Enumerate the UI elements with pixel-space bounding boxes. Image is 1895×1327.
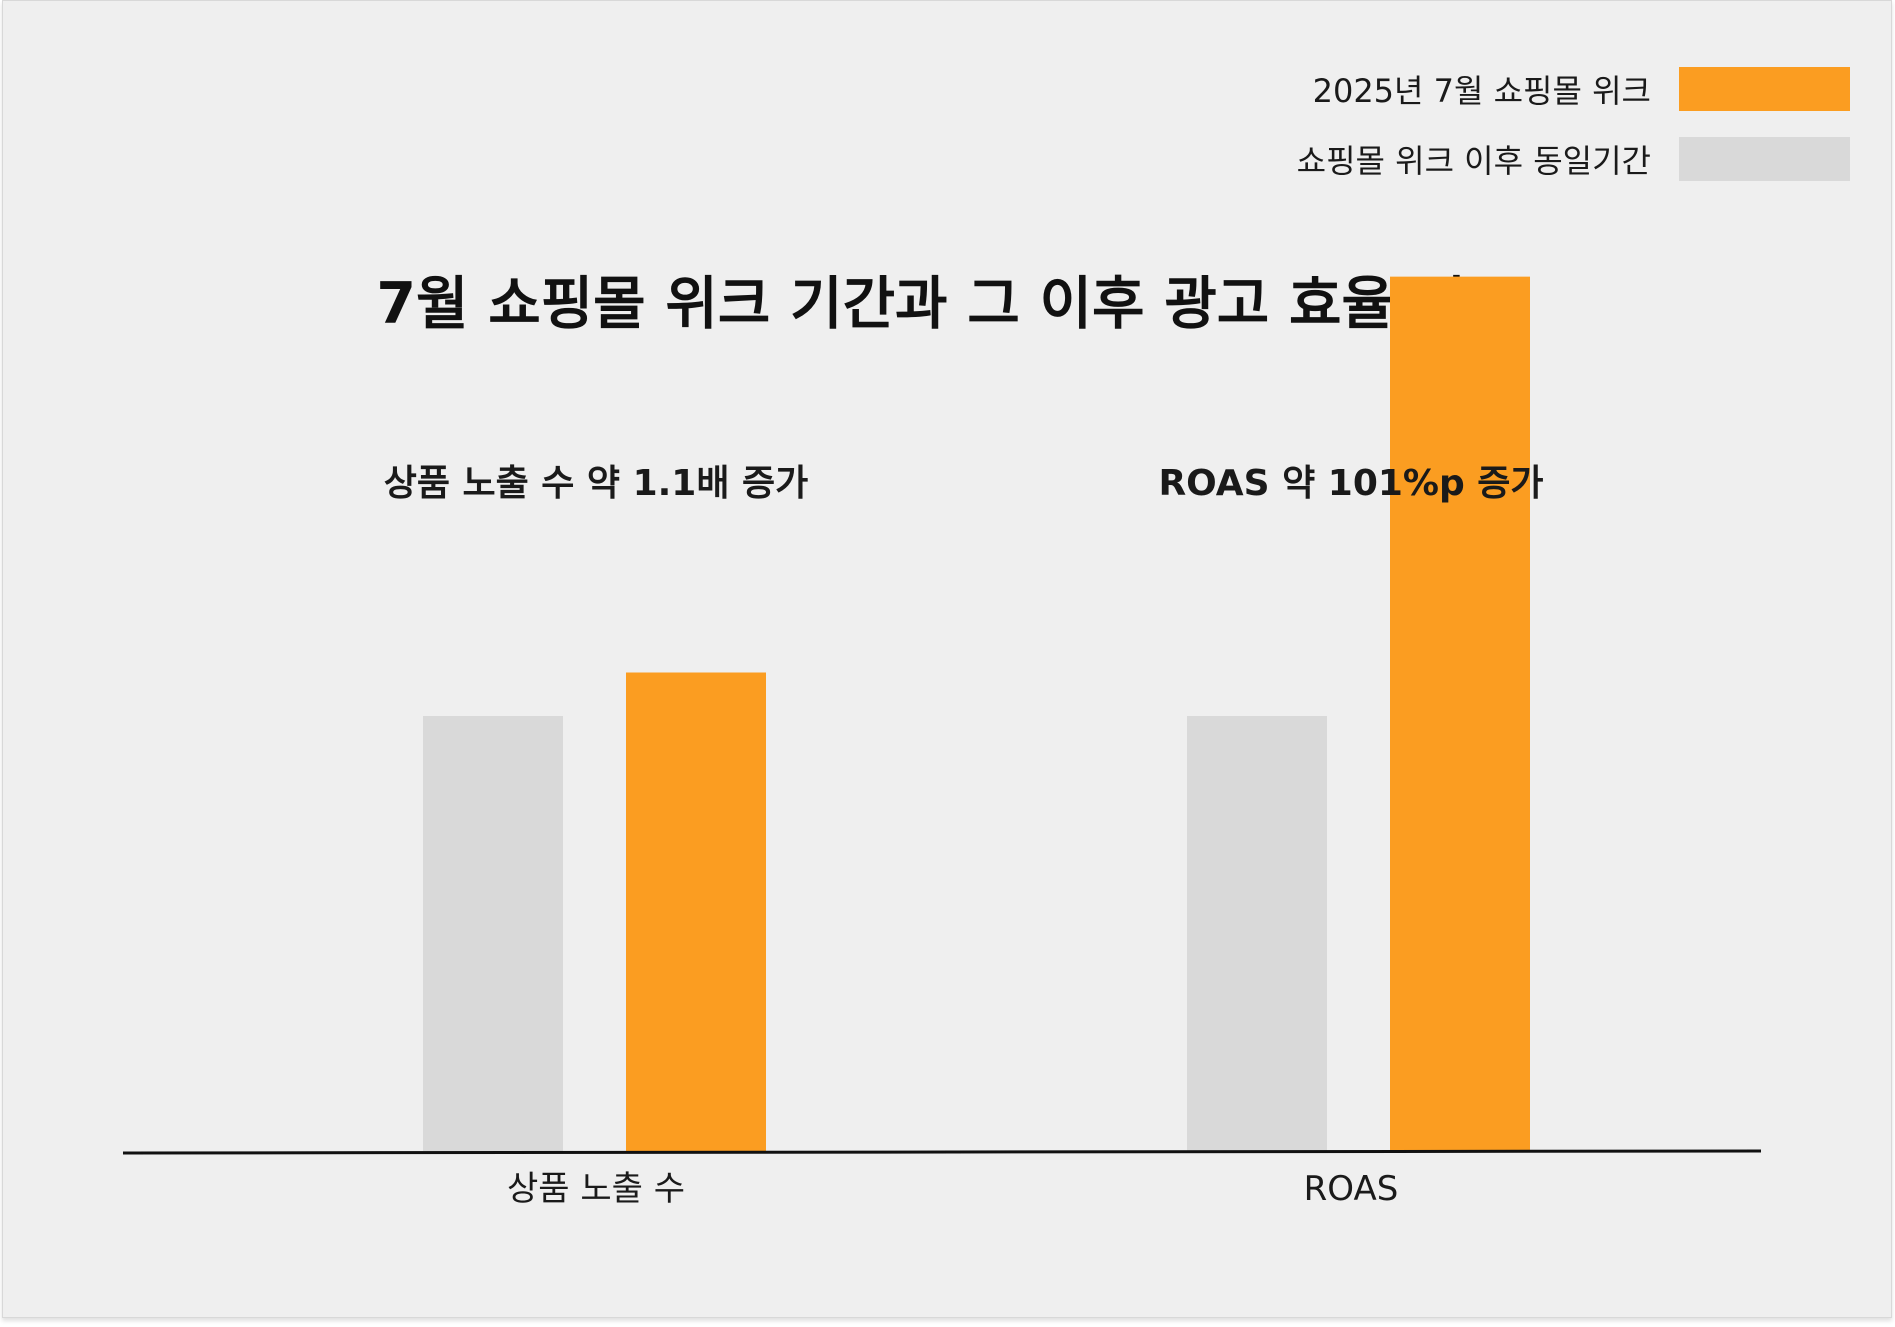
bar-impressions-series-0 — [423, 716, 563, 1151]
bar-roas-series-1 — [1390, 276, 1530, 1151]
chart-title: 7월 쇼핑몰 위크 기간과 그 이후 광고 효율 비교 — [376, 271, 1519, 337]
x-tick-label-1: ROAS — [1304, 1169, 1399, 1209]
legend-label-after-period: 쇼핑몰 위크 이후 동일기간 — [1296, 142, 1651, 180]
chart-legend: 2025년 7월 쇼핑몰 위크 쇼핑몰 위크 이후 동일기간 — [1297, 66, 1850, 206]
legend-item-shopping-week: 2025년 7월 쇼핑몰 위크 — [1297, 66, 1850, 112]
legend-swatch-shopping-week — [1679, 67, 1850, 111]
group-annotation-1: ROAS 약 101%p 증가 — [1158, 463, 1543, 504]
x-axis-line — [122, 1149, 1762, 1155]
legend-label-shopping-week: 2025년 7월 쇼핑몰 위크 — [1312, 72, 1651, 110]
bar-impressions-series-1 — [626, 672, 766, 1151]
legend-item-after-period: 쇼핑몰 위크 이후 동일기간 — [1297, 136, 1850, 182]
bar-roas-series-0 — [1187, 716, 1327, 1151]
x-tick-label-0: 상품 노출 수 — [507, 1169, 685, 1209]
group-annotation-0: 상품 노출 수 약 1.1배 증가 — [384, 463, 809, 504]
legend-swatch-after-period — [1679, 137, 1850, 181]
